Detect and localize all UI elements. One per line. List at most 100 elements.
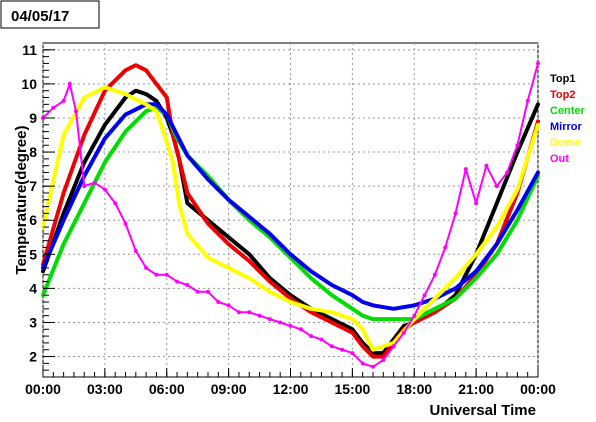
data-point bbox=[62, 218, 66, 222]
data-point bbox=[185, 283, 190, 287]
data-point bbox=[515, 143, 520, 148]
data-point bbox=[165, 95, 169, 100]
data-point bbox=[391, 344, 396, 349]
data-point bbox=[515, 218, 520, 222]
data-point bbox=[164, 272, 169, 277]
data-point bbox=[278, 320, 283, 325]
data-point bbox=[298, 327, 303, 332]
data-point bbox=[392, 307, 396, 311]
legend-entry-dome: Dome bbox=[550, 137, 581, 149]
data-point bbox=[113, 201, 118, 206]
series-out bbox=[41, 61, 540, 369]
data-point bbox=[257, 313, 262, 318]
data-point bbox=[495, 201, 499, 205]
data-point bbox=[536, 102, 540, 106]
data-point bbox=[123, 113, 128, 117]
data-point bbox=[103, 160, 107, 164]
data-point bbox=[319, 337, 324, 342]
data-point bbox=[536, 119, 540, 123]
data-point bbox=[267, 317, 272, 322]
data-point bbox=[288, 300, 293, 304]
data-point bbox=[236, 310, 241, 315]
data-point bbox=[371, 364, 375, 369]
data-point bbox=[536, 123, 540, 127]
data-point bbox=[515, 150, 520, 154]
y-tick-labels: 2 3 4 5 6 7 8 9 10 11 bbox=[21, 42, 37, 365]
data-point bbox=[206, 177, 210, 181]
data-point bbox=[515, 208, 520, 212]
data-point bbox=[82, 184, 87, 189]
data-point bbox=[268, 232, 272, 236]
data-point bbox=[123, 92, 128, 96]
data-point bbox=[268, 280, 272, 284]
data-point bbox=[309, 307, 313, 311]
y-tick-label: 9 bbox=[29, 110, 37, 126]
data-point bbox=[154, 102, 158, 106]
data-point bbox=[288, 323, 293, 328]
data-point bbox=[102, 187, 107, 192]
legend-entry-top1: Top1 bbox=[550, 73, 575, 85]
data-point bbox=[474, 276, 478, 280]
data-point bbox=[361, 314, 365, 318]
data-point bbox=[247, 259, 251, 263]
data-point bbox=[309, 276, 313, 280]
data-point bbox=[330, 320, 334, 325]
data-point bbox=[62, 133, 66, 137]
data-point bbox=[134, 63, 138, 67]
data-point bbox=[536, 170, 540, 175]
x-tick-label: 00:00 bbox=[520, 381, 556, 397]
data-point bbox=[371, 303, 375, 307]
data-point bbox=[165, 113, 169, 117]
data-point bbox=[495, 252, 499, 256]
data-point bbox=[123, 68, 128, 72]
y-tick-label: 4 bbox=[29, 280, 37, 296]
data-point bbox=[433, 297, 437, 301]
data-point bbox=[288, 252, 293, 256]
data-point bbox=[371, 355, 375, 359]
date-label: 04/05/17 bbox=[11, 8, 69, 25]
x-tick-label: 12:00 bbox=[273, 381, 309, 397]
data-series bbox=[41, 61, 540, 369]
data-point bbox=[525, 98, 530, 103]
data-point bbox=[330, 283, 334, 287]
data-point bbox=[171, 160, 175, 164]
data-point bbox=[247, 276, 251, 280]
data-point bbox=[412, 303, 416, 307]
data-point bbox=[175, 279, 180, 284]
x-tick-label: 18:00 bbox=[396, 381, 432, 397]
data-point bbox=[453, 297, 458, 301]
y-tick-label: 7 bbox=[29, 178, 37, 194]
data-point bbox=[82, 201, 86, 205]
data-point bbox=[103, 136, 107, 140]
series-line-top2 bbox=[41, 63, 540, 359]
data-point bbox=[309, 310, 313, 314]
data-point bbox=[51, 105, 56, 110]
series-line-mirror bbox=[41, 102, 540, 311]
data-point bbox=[227, 198, 231, 202]
data-point bbox=[62, 191, 66, 195]
data-point bbox=[144, 109, 148, 113]
data-point bbox=[144, 68, 148, 72]
data-point bbox=[185, 191, 189, 195]
data-point bbox=[103, 123, 107, 127]
data-point bbox=[206, 222, 210, 226]
y-tick-label: 10 bbox=[21, 76, 37, 92]
data-point bbox=[123, 130, 128, 134]
data-point bbox=[82, 160, 86, 164]
data-point bbox=[309, 269, 313, 273]
data-point bbox=[361, 327, 365, 331]
data-point bbox=[154, 272, 159, 277]
data-point bbox=[350, 317, 354, 321]
data-point bbox=[206, 256, 210, 260]
data-point bbox=[185, 232, 189, 236]
grid-lines bbox=[42, 43, 539, 377]
data-point bbox=[227, 235, 231, 239]
data-point bbox=[185, 201, 189, 205]
data-point bbox=[340, 347, 345, 352]
x-tick-label: 06:00 bbox=[149, 381, 185, 397]
legend-entry-center: Center bbox=[550, 105, 586, 117]
data-point bbox=[247, 215, 251, 219]
data-point bbox=[371, 317, 375, 321]
y-tick-label: 2 bbox=[29, 349, 37, 365]
series-line-out bbox=[42, 62, 539, 368]
